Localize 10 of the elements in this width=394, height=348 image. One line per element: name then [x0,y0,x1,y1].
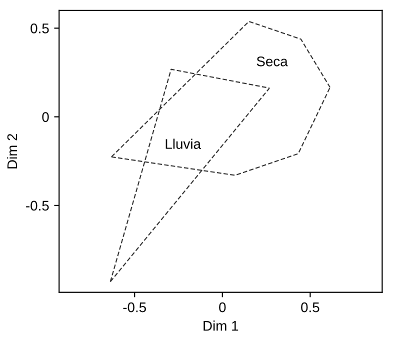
annotation: Seca [256,56,288,66]
x-tick-label: 0.5 [301,302,320,312]
y-tick-label: 0.5 [30,24,49,34]
y-tick-label: -0.5 [26,200,49,211]
x-axis-title: Dim 1 [204,320,238,331]
y-tick-label: 0 [42,112,49,122]
x-tick-label: 0 [219,302,226,312]
annotation: Lluvia [166,138,201,149]
y-axis-title: Dim 2 [6,134,18,168]
x-tick-label: -0.5 [123,302,146,312]
